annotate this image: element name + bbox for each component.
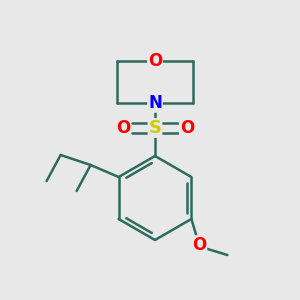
Text: S: S: [148, 119, 161, 137]
Text: O: O: [192, 236, 206, 254]
Text: O: O: [148, 52, 162, 70]
Text: O: O: [116, 119, 130, 137]
Text: O: O: [180, 119, 194, 137]
Text: N: N: [148, 94, 162, 112]
